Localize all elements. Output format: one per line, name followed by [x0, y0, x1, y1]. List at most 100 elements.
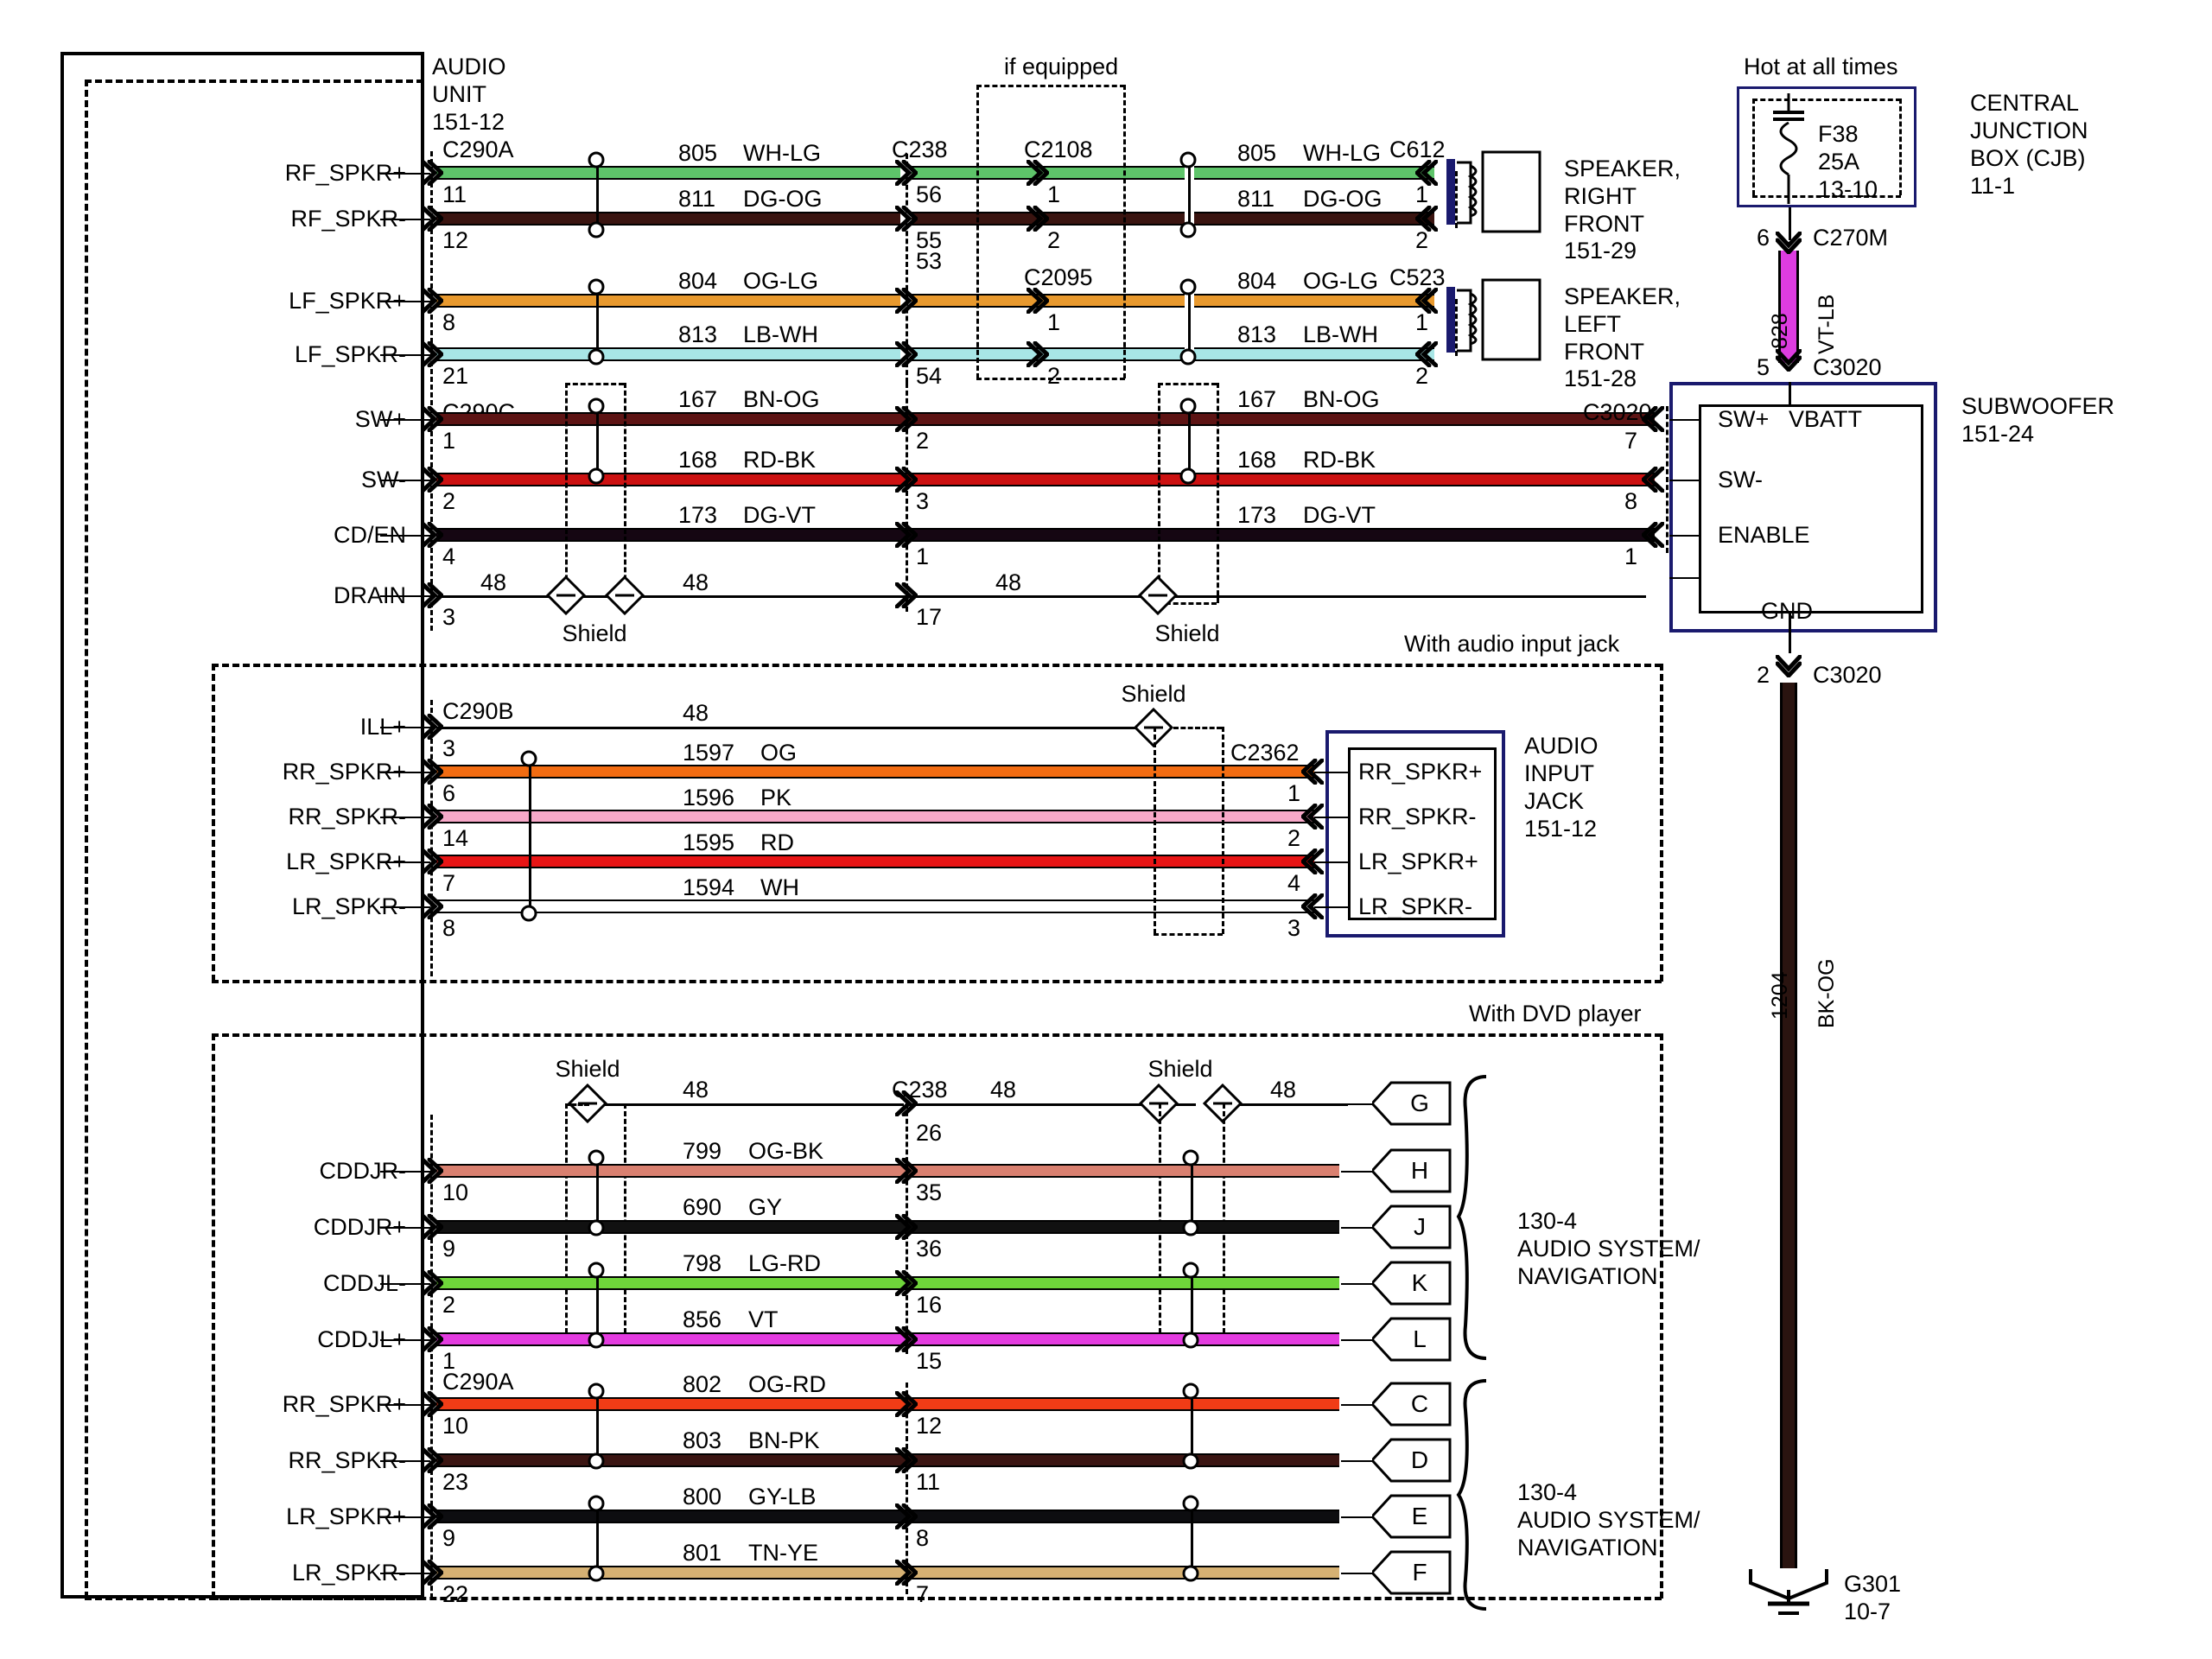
dvd-bottom-splice-right-2 — [1191, 1503, 1193, 1574]
connector-arrow-c238-0 — [895, 160, 918, 186]
tag-g[interactable]: G — [1370, 1081, 1452, 1126]
wire-number-799: 799 — [683, 1138, 722, 1164]
wire-color-798: LG-RD — [748, 1250, 822, 1276]
shield-diamond-dvd-right-a — [1138, 1083, 1179, 1124]
connector-arrow-left-4 — [421, 406, 443, 432]
connector-c3020-top-label: C3020 — [1813, 354, 1882, 380]
connector-arrow-c3020-vbatt — [1775, 348, 1802, 376]
stub-jack-lr-minus — [380, 906, 430, 908]
wire-number-48-drain-c: 48 — [995, 569, 1022, 595]
note-if-equipped: if equipped — [1004, 54, 1119, 79]
fuse-output-line — [1789, 207, 1791, 240]
pin-c238-36: 36 — [916, 1236, 943, 1262]
dvd-bottom-splice-right-1 — [1191, 1391, 1193, 1462]
pin-c612-1: 1 — [1415, 181, 1429, 207]
wire-number-1594: 1594 — [683, 874, 735, 900]
subwoofer-pin-sw-plus-line — [1669, 419, 1700, 421]
wire-number-1204: 1204 — [1768, 971, 1792, 1020]
cjb-inner-dash-bottom — [1752, 195, 1901, 198]
pin-c290a-21: 21 — [442, 363, 469, 389]
tag-lead-k — [1341, 1283, 1376, 1285]
cjb-title: CENTRAL JUNCTION BOX (CJB) — [1970, 90, 2088, 171]
shield-diamond-drain-c — [1137, 575, 1179, 620]
shield-label-jack: Shield — [1121, 681, 1186, 707]
pin-c238-12: 12 — [916, 1413, 943, 1439]
tag-c[interactable]: C — [1370, 1382, 1452, 1427]
shield-box-right-b — [1217, 383, 1219, 603]
wire-color-1595: RD — [760, 830, 794, 855]
shield-box-left-b — [624, 383, 626, 603]
connector-c612-label: C612 — [1389, 137, 1446, 162]
connector-arrow-c2108-3 — [1027, 341, 1049, 367]
wire-803-bn-pk — [436, 1453, 1339, 1467]
tag-lead-j — [1341, 1227, 1376, 1229]
wire-811-seg1 — [436, 212, 900, 226]
splice-node-23 — [587, 1452, 606, 1475]
connector-arrow-speaker-0 — [1415, 160, 1438, 186]
tag-k[interactable]: K — [1370, 1261, 1452, 1306]
pin-c238-11: 11 — [916, 1469, 941, 1495]
fuse-symbol — [1763, 93, 1815, 210]
connector-arrow-left-16 — [421, 1326, 443, 1352]
dvd-section-left — [212, 1033, 215, 1599]
wire-color-802: OG-RD — [748, 1371, 826, 1397]
tag-c-label: C — [1410, 1390, 1429, 1417]
wire-1204-bk-og — [1780, 683, 1797, 1568]
wire-804-seg1 — [436, 294, 900, 308]
wire-811-seg3 — [1194, 212, 1434, 226]
wire-48-dvd-right — [1227, 1103, 1348, 1106]
jack-pin-line-4 — [1314, 906, 1351, 908]
c290b-connector-dash — [430, 700, 433, 976]
jack-pin-label-rr-plus: RR_SPKR+ — [1358, 759, 1483, 785]
wire-color-799: OG-BK — [748, 1138, 824, 1164]
wire-48-dvd-left — [605, 1103, 904, 1106]
wire-1597-og — [436, 765, 1314, 779]
shield-diamond-dvd-right-b — [1202, 1083, 1243, 1124]
splice-node-15 — [587, 1218, 606, 1242]
jack-pin-label-lr-minus: LR_SPKR- — [1358, 893, 1473, 919]
subwoofer-inner-box — [1699, 404, 1923, 613]
connector-arrow-left-2 — [421, 288, 443, 314]
splice-node-9 — [587, 467, 606, 490]
wire-48-drain — [436, 595, 1646, 598]
connector-arrow-speaker-1 — [1415, 206, 1438, 232]
stub-sw-plus — [380, 419, 430, 421]
subwoofer-outer-box — [1669, 382, 1937, 632]
splice-node-22 — [587, 1382, 606, 1405]
splice-node-8 — [587, 397, 606, 420]
splice-node-12 — [519, 749, 538, 772]
pin-c290a-11: 11 — [442, 181, 467, 207]
subwoofer-vbatt-label: VBATT — [1789, 406, 1863, 432]
pin-c238-17: 17 — [916, 604, 943, 630]
tag-j[interactable]: J — [1370, 1205, 1452, 1249]
tag-f[interactable]: F — [1370, 1550, 1452, 1595]
pin-c238-54: 54 — [916, 363, 943, 389]
c238-connector-dash-dvd-bottom — [906, 1382, 908, 1594]
connector-c290b-label: C290B — [442, 698, 514, 724]
wire-number-167: 167 — [678, 386, 718, 412]
tag-e[interactable]: E — [1370, 1494, 1452, 1539]
stub-lf-spkr-plus — [380, 301, 430, 302]
terminal-label-rf-spkr-plus: RF_SPKR+ — [284, 160, 406, 186]
pin-dvd-1: 1 — [442, 1348, 456, 1374]
wire-798-lg-rd — [436, 1276, 1339, 1290]
tag-d[interactable]: D — [1370, 1438, 1452, 1483]
pin-c2095-1: 1 — [1047, 309, 1061, 335]
connector-arrow-c3020-gnd — [1775, 654, 1802, 682]
shield-box-left-a — [565, 383, 568, 603]
pin-dvd-b-9: 9 — [442, 1525, 456, 1551]
tag-lead-e — [1341, 1516, 1376, 1518]
stub-ill-plus — [380, 727, 430, 728]
pin-dvd-10: 10 — [442, 1179, 469, 1205]
terminal-label-cddjr-minus: CDDJR- — [319, 1158, 407, 1184]
pin-dvd-b-23: 23 — [442, 1469, 469, 1495]
shield-diamond-dvd-left — [567, 1083, 608, 1124]
wire-number-48-dvd-right: 48 — [990, 1077, 1017, 1103]
connector-c3020-bottom-label: C3020 — [1813, 662, 1882, 688]
splice-node-16 — [587, 1261, 606, 1284]
tag-h[interactable]: H — [1370, 1148, 1452, 1193]
connector-arrow-c2362-0 — [1301, 759, 1324, 785]
speaker-left-front-title: SPEAKER, LEFT FRONT — [1564, 283, 1681, 365]
tag-l[interactable]: L — [1370, 1317, 1452, 1362]
tag-f-label: F — [1412, 1559, 1427, 1586]
